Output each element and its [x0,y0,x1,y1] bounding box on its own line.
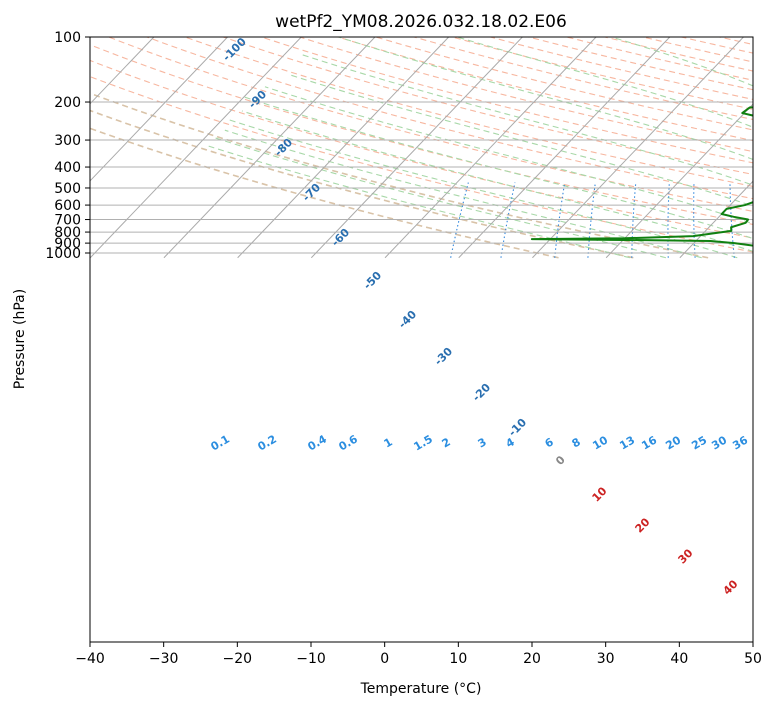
x-tick-label: 40 [670,651,688,667]
moist-adiabat [226,118,738,259]
mixing-ratio-line [500,182,516,258]
mixing-ratio-line [631,182,637,258]
y-tick-label: 300 [54,133,81,149]
y-tick-label: 400 [54,160,81,176]
dry-adiabat [146,37,753,200]
y-tick-label: 900 [54,236,81,252]
isotherm [237,37,450,259]
x-tick-label: −10 [296,651,326,667]
plot-frame [89,36,754,643]
x-tick-label: 30 [597,651,615,667]
isotherm [384,37,597,259]
x-tick-label: 10 [449,651,467,667]
mixing-ratio-line [693,182,696,258]
y-tick-label: 500 [54,181,81,197]
dry-adiabat [90,76,753,253]
isotherm [605,103,753,259]
dewpoint-line [530,106,753,247]
grid [90,37,753,259]
y-tick-label: 200 [54,95,81,111]
x-tick-label: −40 [75,651,105,667]
mixing-ratio-line [554,182,566,258]
x-tick-label: 50 [744,651,762,667]
moist-adiabat [264,86,753,225]
isotherm [90,37,155,105]
x-tick-label: −30 [149,651,179,667]
dry-adiabat [184,37,753,187]
isotherm [163,37,376,259]
moist-adiabat [338,37,753,161]
mixing-ratio-line [667,182,670,258]
x-axis-title: Temperature (°C) [360,681,482,697]
y-tick-label: 700 [54,213,81,229]
isotherm [679,180,753,259]
profiles [530,106,753,247]
dry-adiabat [90,127,559,259]
x-tick-label: 0 [380,651,389,667]
isotherm [310,37,523,259]
y-tick-label: 800 [54,225,81,241]
dry-adiabat [90,44,753,226]
x-tick-label: −20 [223,651,253,667]
dry-adiabat [90,109,634,259]
reference-lines [90,37,753,259]
mixing-ratio-line [729,182,735,258]
y-axis-title: Pressure (hPa) [12,289,28,389]
moist-adiabat [241,110,753,252]
chart-title: wetPf2_YM08.2026.032.18.02.E06 [275,12,567,32]
moist-adiabat [290,74,753,207]
moist-adiabat [211,136,667,259]
moist-adiabat [244,96,753,240]
y-tick-label: 100 [54,30,81,46]
x-tick-label: 20 [523,651,541,667]
isotherm [90,37,228,182]
y-tick-label: 1000 [45,246,81,262]
mixing-ratio-line [587,182,596,258]
isotherm [532,37,744,259]
dry-adiabat [337,37,753,142]
mixing-ratio-line [450,182,469,258]
isotherm [90,37,302,259]
x-axis: −40 −30 −20 −10 0 10 20 30 40 50 [75,642,762,667]
isotherm [458,37,671,259]
y-tick-label: 600 [54,198,81,214]
dry-adiabat [90,92,709,259]
